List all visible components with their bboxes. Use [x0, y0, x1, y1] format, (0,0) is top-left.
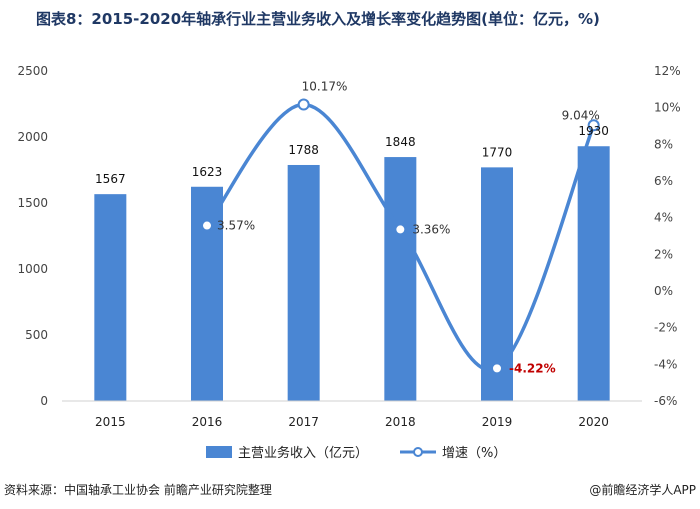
revenue-bar — [481, 167, 513, 401]
source-note: 资料来源：中国轴承工业协会 前瞻产业研究院整理 — [4, 483, 272, 497]
x-tick-label: 2017 — [288, 415, 319, 429]
axes: 0 500 1000 1500 2000 2500 -6% -4% -2% 0% 2% 4% 6% 8% 1… — [17, 64, 680, 429]
y-left-tick-label: 2500 — [17, 64, 48, 78]
x-tick-label: 2019 — [482, 415, 513, 429]
revenue-bar — [94, 194, 127, 401]
revenue-bar-label: 1623 — [192, 165, 223, 179]
line-series — [201, 98, 600, 375]
growth-point — [297, 98, 310, 111]
y-right-tick-label: 0% — [654, 284, 673, 298]
brand-note: @前瞻经济学人APP — [589, 483, 696, 497]
growth-point — [587, 119, 600, 132]
bar-series — [94, 146, 610, 401]
y-left-tick-label: 1000 — [17, 262, 48, 276]
growth-label: 10.17% — [302, 80, 348, 94]
revenue-bar — [287, 164, 320, 401]
y-right-tick-label: 2% — [654, 247, 673, 261]
revenue-bar — [384, 157, 417, 401]
revenue-bar-label: 1567 — [95, 172, 126, 186]
y-left-tick-label: 500 — [25, 328, 48, 342]
growth-point — [491, 362, 503, 375]
growth-point — [394, 223, 407, 236]
x-tick-label: 2015 — [95, 415, 126, 429]
revenue-bar-label: 1788 — [288, 143, 319, 157]
growth-label: 3.36% — [412, 222, 450, 236]
x-tick-label: 2016 — [192, 415, 223, 429]
x-tick-label: 2018 — [385, 415, 416, 429]
revenue-bar — [577, 146, 610, 401]
y-right-tick-label: 8% — [654, 137, 673, 151]
x-tick-label: 2020 — [578, 415, 609, 429]
y-left-tick-label: 0 — [40, 394, 48, 408]
legend: 主营业务收入（亿元） 增速（%） — [206, 445, 506, 461]
y-right-tick-label: 12% — [654, 64, 681, 78]
legend-line-marker — [413, 447, 423, 457]
growth-label: 3.57% — [217, 219, 255, 233]
y-left-tick-label: 2000 — [17, 130, 48, 144]
y-right-tick-label: -2% — [654, 321, 677, 335]
growth-label: 9.04% — [562, 108, 600, 122]
y-right-tick-label: 6% — [654, 174, 673, 188]
y-right-tick-label: -4% — [654, 357, 677, 371]
y-right-tick-label: 4% — [654, 211, 673, 225]
legend-bar-label: 主营业务收入（亿元） — [238, 445, 368, 461]
growth-label: -4.22% — [509, 361, 556, 375]
growth-point — [201, 219, 213, 232]
data-labels: 1567 1623 1788 1848 1770 1930 3.57% 10.17% 3.36%… — [95, 80, 609, 376]
y-right-tick-label: 10% — [654, 101, 681, 115]
legend-line-label: 增速（%） — [442, 446, 506, 461]
y-right-tick-label: -6% — [654, 394, 677, 408]
revenue-bar-label: 1848 — [385, 135, 416, 149]
legend-bar-swatch — [206, 446, 232, 458]
revenue-bar-label: 1930 — [578, 124, 609, 138]
chart-title: 图表8：2015-2020年轴承行业主营业务收入及增长率变化趋势图(单位：亿元，… — [36, 10, 600, 28]
y-left-tick-label: 1500 — [17, 196, 48, 210]
revenue-bar-label: 1770 — [482, 145, 513, 159]
growth-line — [205, 102, 596, 372]
